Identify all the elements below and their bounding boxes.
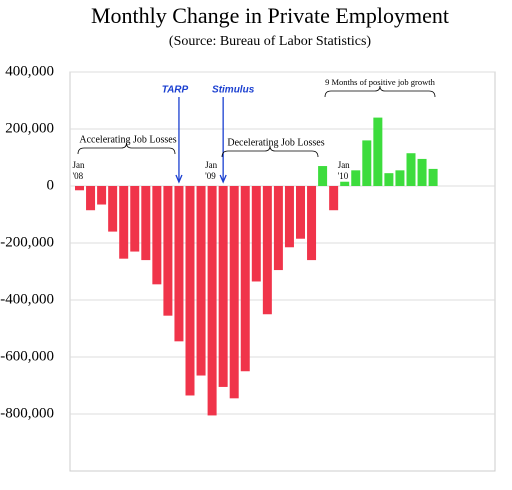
bar bbox=[307, 186, 317, 261]
annotation: TARP bbox=[162, 85, 189, 96]
bar bbox=[108, 186, 118, 232]
x-tick-label: Jan '09 bbox=[205, 160, 218, 181]
bar bbox=[174, 186, 184, 342]
bar bbox=[152, 186, 162, 285]
annotation: Accelerating Job Losses bbox=[79, 134, 176, 145]
bar bbox=[86, 186, 96, 211]
bar bbox=[362, 140, 372, 186]
bar bbox=[163, 186, 173, 316]
y-tick-label: 200,000 bbox=[5, 120, 54, 136]
x-tick-label: Jan '10 bbox=[337, 160, 350, 181]
plot-frame bbox=[69, 71, 496, 472]
chart-title: Monthly Change in Private Employment bbox=[91, 3, 449, 28]
y-tick-label: -600,000 bbox=[0, 348, 54, 364]
bar bbox=[240, 186, 250, 372]
bar bbox=[130, 186, 140, 252]
bar bbox=[75, 186, 84, 191]
bar bbox=[417, 158, 427, 186]
bar bbox=[207, 186, 217, 416]
bar bbox=[428, 168, 438, 186]
bar bbox=[119, 186, 129, 259]
bar bbox=[251, 186, 261, 282]
bar bbox=[97, 186, 107, 205]
bar bbox=[296, 186, 305, 239]
bar bbox=[141, 186, 151, 261]
brace bbox=[324, 85, 436, 98]
y-tick-label: 0 bbox=[47, 177, 55, 193]
bar bbox=[395, 170, 405, 186]
y-tick-label: 400,000 bbox=[5, 63, 54, 79]
bar bbox=[406, 153, 416, 186]
annotation: Decelerating Job Losses bbox=[227, 137, 324, 148]
bar bbox=[273, 186, 283, 271]
bar bbox=[284, 186, 294, 248]
bar bbox=[329, 186, 339, 211]
annotation: Stimulus bbox=[212, 85, 255, 96]
chart-subtitle: (Source: Bureau of Labor Statistics) bbox=[169, 34, 372, 49]
bar bbox=[262, 186, 272, 315]
bar bbox=[373, 117, 383, 186]
y-tick-label: -200,000 bbox=[0, 234, 54, 250]
bar bbox=[185, 186, 195, 396]
brace bbox=[221, 145, 319, 158]
y-tick-label: -400,000 bbox=[0, 291, 54, 307]
bar bbox=[340, 181, 350, 186]
arrow-head bbox=[219, 174, 227, 184]
brace bbox=[77, 142, 176, 155]
bar bbox=[384, 173, 394, 186]
arrow-head bbox=[175, 174, 183, 184]
bar bbox=[218, 186, 228, 387]
bar bbox=[196, 186, 206, 376]
bar bbox=[229, 186, 239, 399]
annotation: 9 Months of positive job growth bbox=[325, 77, 436, 87]
bar bbox=[351, 170, 361, 186]
bar bbox=[318, 166, 328, 186]
x-tick-label: Jan '08 bbox=[72, 160, 85, 181]
y-tick-label: -800,000 bbox=[0, 405, 54, 421]
